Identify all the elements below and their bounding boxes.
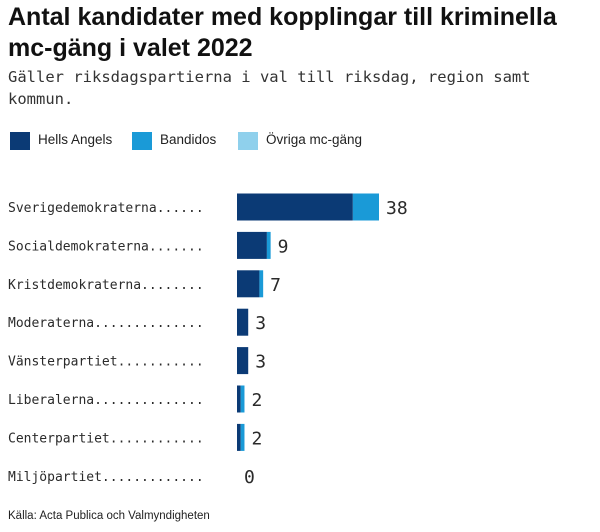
value-label-v-nsterpartiet: 3 (255, 352, 266, 373)
category-label-socialdemokraterna: Socialdemokraterna....... (8, 239, 204, 254)
bar-sverigedemokraterna-series-1 (352, 193, 379, 221)
bar-chart: Sverigedemokraterna...... 38 Socialdemokra… (8, 193, 408, 488)
bar-sverigedemokraterna-series-0 (237, 193, 353, 221)
value-label-milj-partiet: 0 (244, 467, 255, 488)
category-label-centerpartiet: Centerpartiet............ (8, 431, 204, 446)
bar-socialdemokraterna-series-1 (266, 231, 271, 259)
bar-moderaterna-series-0 (237, 308, 249, 336)
value-label-sverigedemokraterna: 38 (386, 198, 408, 219)
value-label-liberalerna: 2 (251, 390, 262, 411)
bar-v-nsterpartiet-series-0 (237, 347, 249, 375)
category-label-moderaterna: Moderaterna.............. (8, 316, 204, 331)
category-label-kristdemokraterna: Kristdemokraterna........ (8, 278, 204, 293)
category-label-v-nsterpartiet: Vänsterpartiet........... (8, 355, 204, 370)
bar-kristdemokraterna-series-0 (237, 270, 260, 298)
legend-swatch-ovriga-mc-gang (238, 132, 258, 150)
legend-swatch-bandidos (132, 132, 152, 150)
value-label-moderaterna: 3 (255, 313, 266, 334)
bar-socialdemokraterna-series-0 (237, 231, 267, 259)
value-label-socialdemokraterna: 9 (278, 236, 289, 257)
value-label-kristdemokraterna: 7 (270, 275, 281, 296)
legend-swatch-hells-angels (10, 132, 30, 150)
bar-liberalerna-series-1 (240, 385, 245, 413)
bar-kristdemokraterna-series-1 (259, 270, 264, 298)
legend-label-bandidos: Bandidos (160, 132, 217, 147)
chart-subtitle: Gäller riksdagspartierna i val till riks… (8, 68, 531, 108)
bar-liberalerna-series-0 (237, 385, 241, 413)
category-label-liberalerna: Liberalerna.............. (8, 393, 204, 408)
chart-title: Antal kandidater med kopplingar till kri… (8, 3, 557, 62)
bar-centerpartiet-series-0 (237, 423, 241, 451)
category-label-sverigedemokraterna: Sverigedemokraterna...... (8, 201, 204, 216)
legend-label-hells-angels: Hells Angels (38, 132, 113, 147)
value-label-centerpartiet: 2 (251, 428, 262, 449)
category-label-milj-partiet: Miljöpartiet............. (8, 470, 204, 485)
source-note: Källa: Acta Publica och Valmyndigheten (8, 510, 210, 522)
bar-centerpartiet-series-1 (240, 423, 245, 451)
legend-label-ovriga-mc-gang: Övriga mc-gäng (266, 132, 363, 147)
